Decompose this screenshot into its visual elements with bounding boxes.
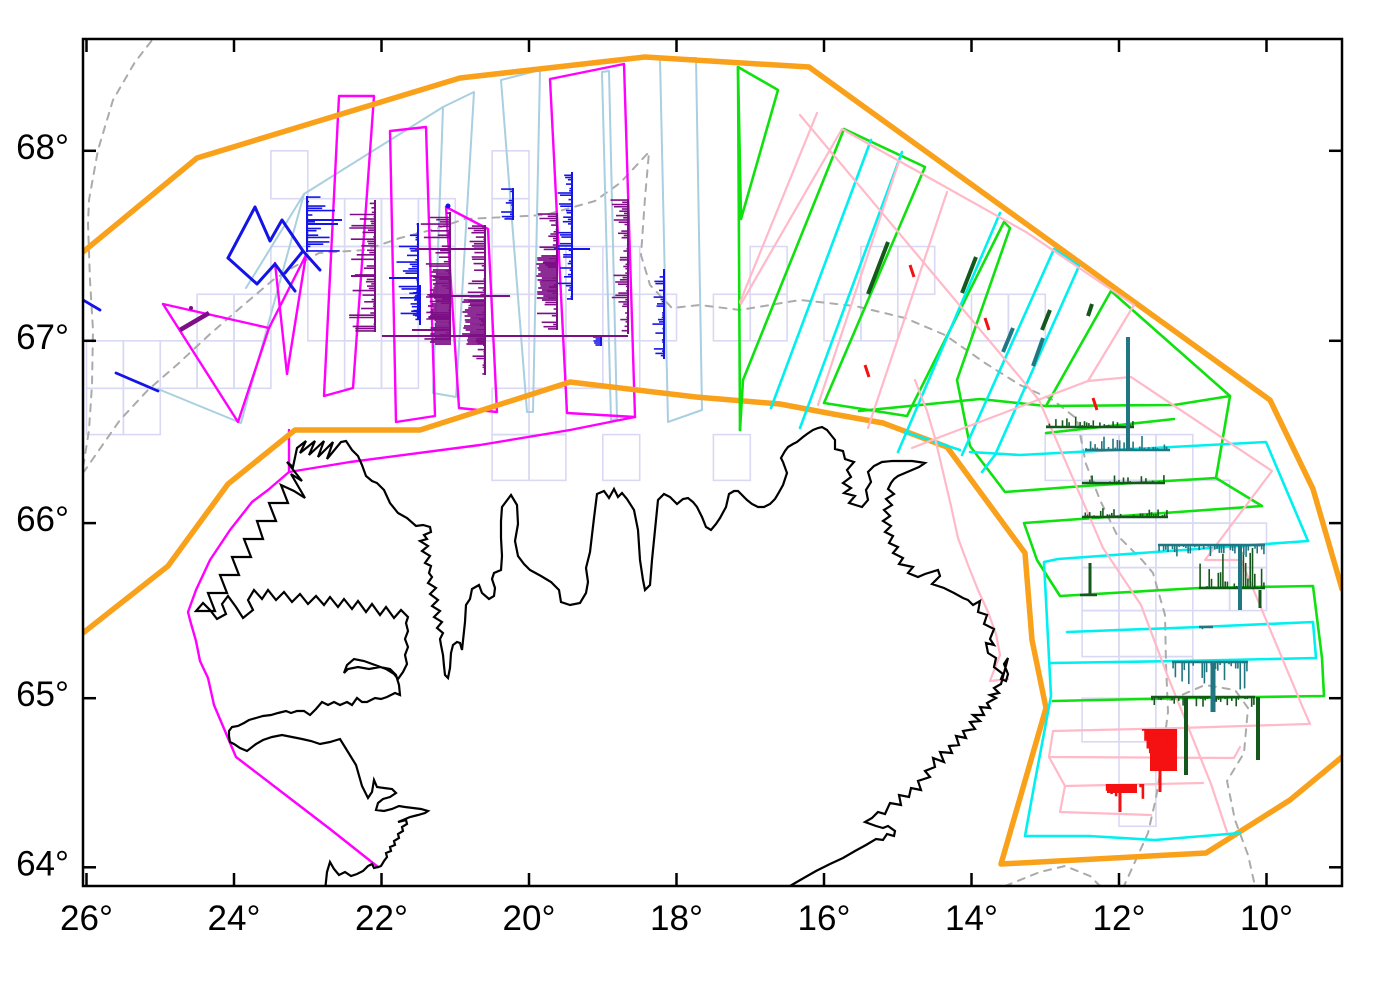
svg-text:24°: 24°	[208, 899, 261, 938]
svg-text:26°: 26°	[60, 899, 113, 938]
svg-text:68°: 68°	[16, 128, 69, 167]
svg-text:67°: 67°	[16, 318, 69, 357]
svg-text:14°: 14°	[945, 899, 998, 938]
svg-text:64°: 64°	[16, 844, 69, 883]
svg-text:20°: 20°	[503, 899, 556, 938]
svg-text:65°: 65°	[16, 675, 69, 714]
svg-text:22°: 22°	[355, 899, 408, 938]
svg-text:10°: 10°	[1240, 899, 1293, 938]
svg-text:66°: 66°	[16, 500, 69, 539]
svg-text:18°: 18°	[650, 899, 703, 938]
svg-text:16°: 16°	[798, 899, 851, 938]
svg-text:12°: 12°	[1093, 899, 1146, 938]
